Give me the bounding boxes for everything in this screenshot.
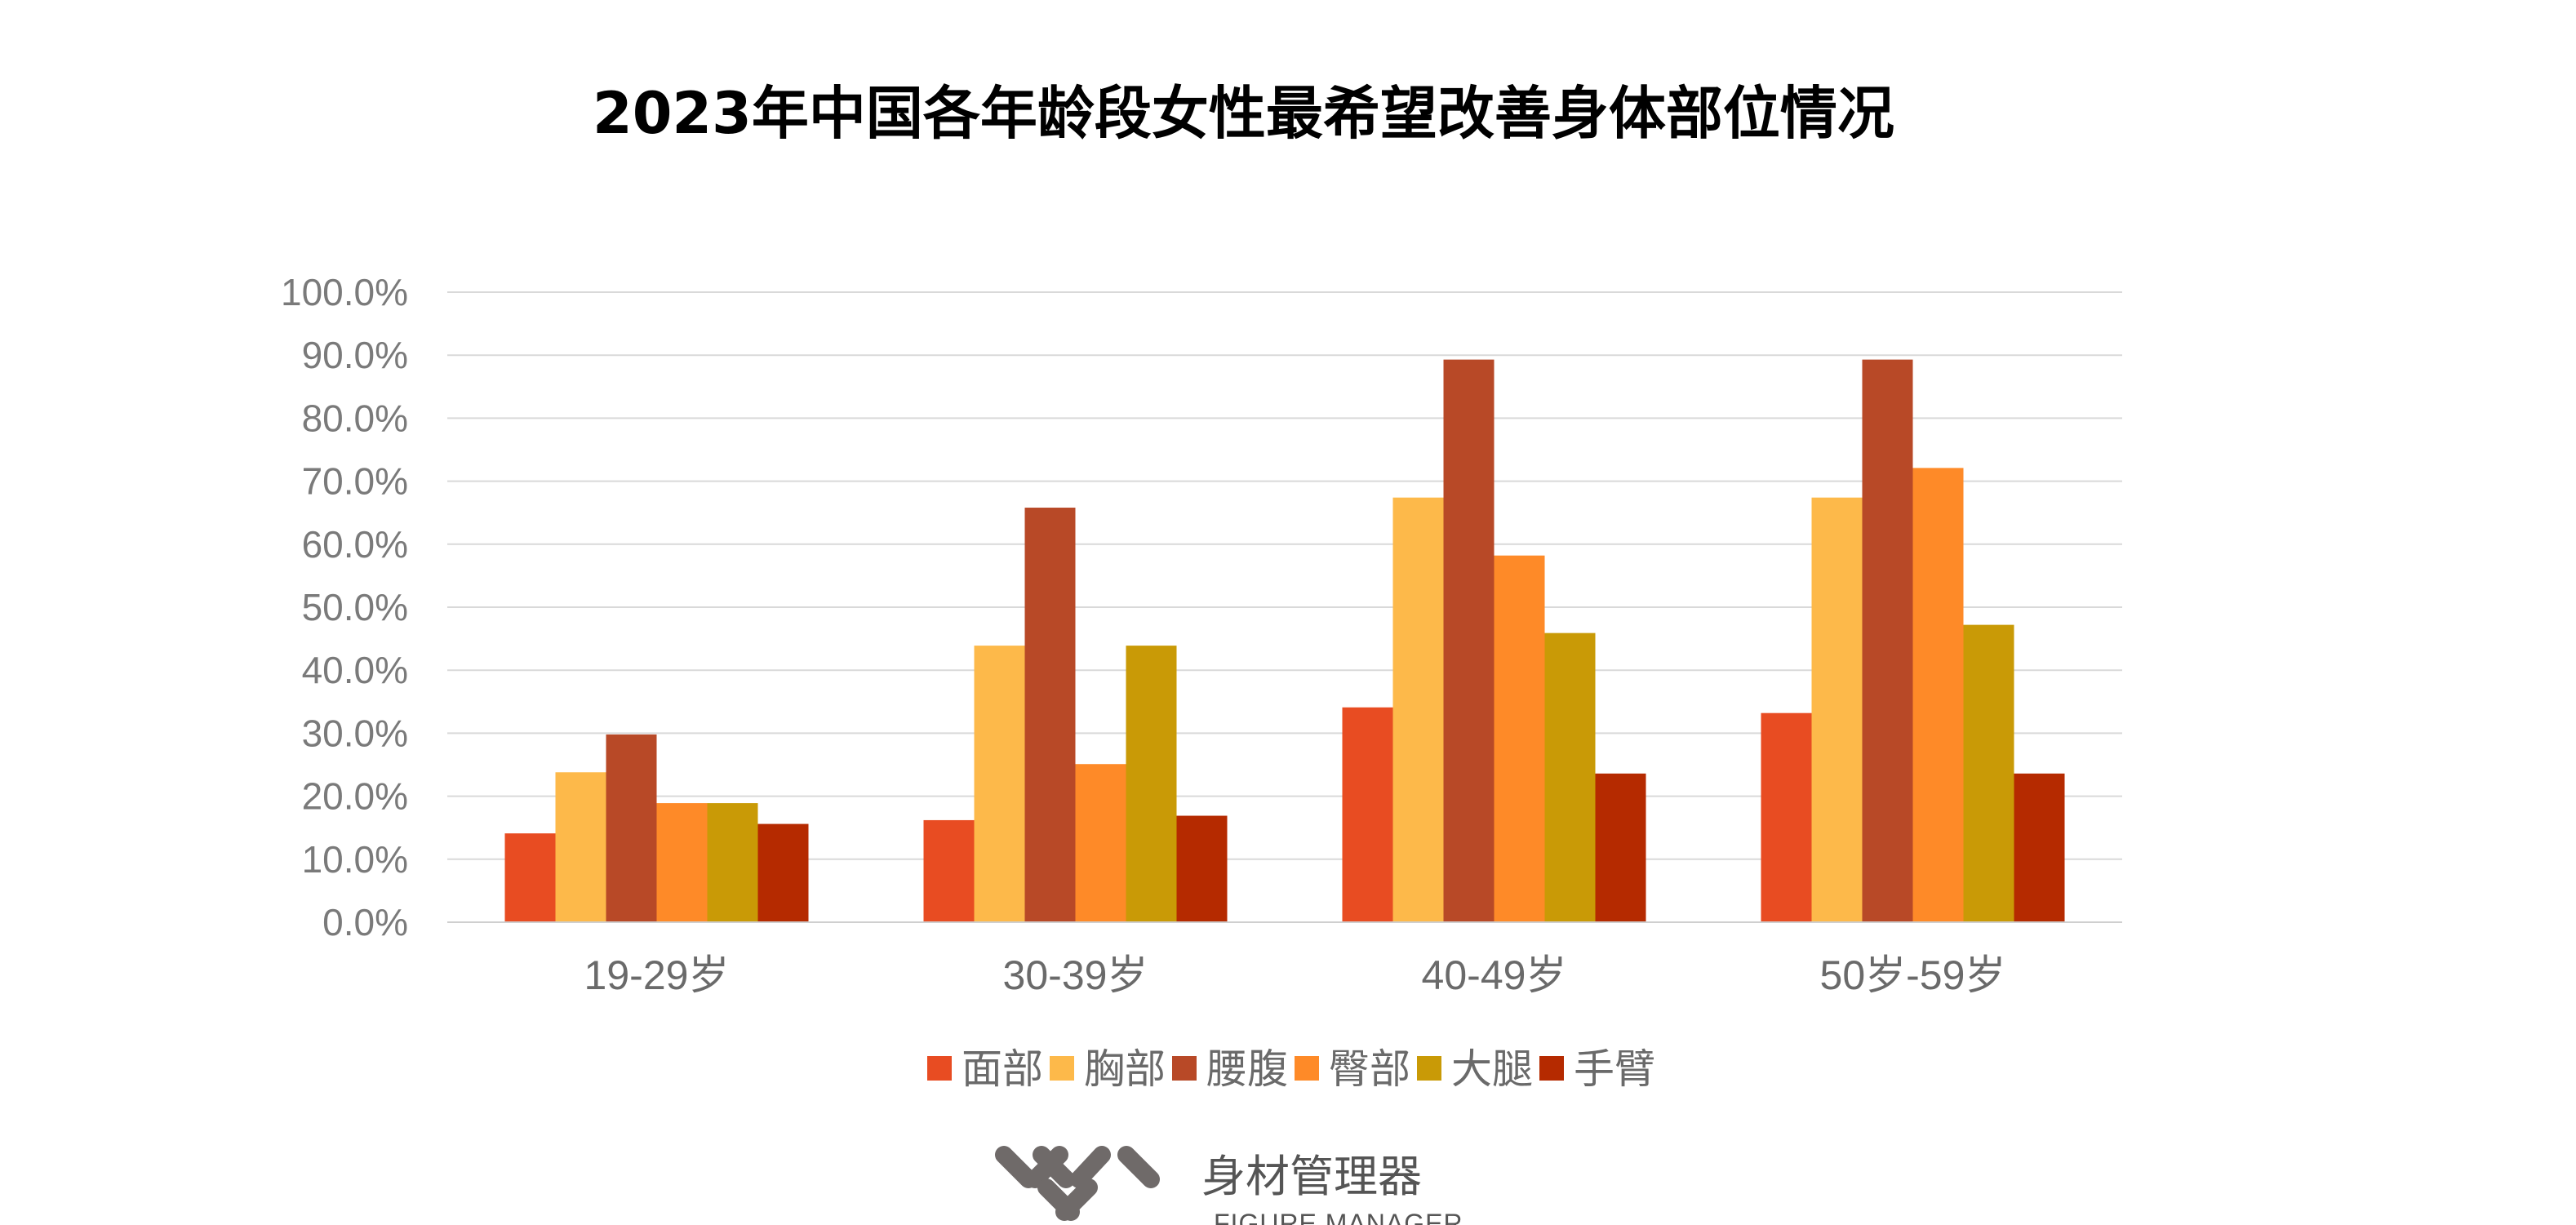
bar — [1494, 555, 1545, 922]
y-tick-label: 40.0% — [302, 649, 408, 691]
bar — [504, 833, 556, 922]
bar — [1862, 359, 1913, 922]
bar — [974, 646, 1025, 922]
bar — [2014, 773, 2065, 922]
bar — [656, 803, 708, 922]
legend-label: 手臂 — [1574, 1046, 1655, 1092]
bar — [757, 823, 809, 922]
bar — [923, 819, 975, 922]
logo-stroke — [995, 1146, 1037, 1188]
bar — [1176, 815, 1228, 922]
legend-swatch — [1172, 1056, 1197, 1081]
bar — [1595, 773, 1646, 922]
bar — [606, 734, 657, 922]
legend-label: 腰腹 — [1206, 1046, 1288, 1092]
y-axis-ticks: 0.0% 10.0% 20.0% 30.0% 40.0% 50.0% 60.0% 70.0% 8… — [281, 271, 408, 943]
legend-swatch — [1295, 1056, 1319, 1081]
y-tick-label: 70.0% — [302, 460, 408, 503]
y-tick-label: 100.0% — [281, 271, 408, 313]
x-axis-categories: 19-29岁 30-39岁 40-49岁 50岁-59岁 — [584, 952, 2006, 998]
legend-swatch — [927, 1056, 952, 1081]
legend-swatch — [1050, 1056, 1074, 1081]
bars — [504, 359, 2065, 922]
bar — [1761, 712, 1812, 922]
y-tick-label: 80.0% — [302, 397, 408, 439]
legend: 面部 胸部 腰腹 臀部 大腿 手臂 — [927, 1046, 1655, 1092]
legend-label: 臀部 — [1329, 1046, 1410, 1092]
legend-swatch — [1417, 1056, 1441, 1081]
y-tick-label: 50.0% — [302, 586, 408, 628]
bar — [1024, 508, 1076, 922]
logo-mark-icon — [995, 1146, 1160, 1221]
bar — [555, 772, 606, 922]
x-category-label: 19-29岁 — [584, 952, 730, 998]
bar — [1544, 632, 1596, 922]
bar — [1075, 764, 1126, 922]
brand-logo: 身材管理器 FIGURE MANAGER — [995, 1146, 1463, 1225]
legend-label: 面部 — [962, 1046, 1043, 1092]
bar — [1912, 468, 1964, 922]
y-tick-label: 60.0% — [302, 523, 408, 566]
logo-stroke — [1033, 1146, 1075, 1188]
bar — [707, 803, 758, 922]
legend-label: 胸部 — [1084, 1046, 1166, 1092]
logo-stroke — [1070, 1146, 1111, 1188]
bar — [1342, 707, 1393, 922]
legend-label: 大腿 — [1451, 1046, 1533, 1092]
bar — [1392, 497, 1444, 922]
legend-swatch — [1539, 1056, 1564, 1081]
logo-stroke — [1117, 1146, 1160, 1188]
bar — [1811, 497, 1863, 922]
x-category-label: 30-39岁 — [1003, 952, 1148, 998]
logo-stroke — [1055, 1178, 1098, 1221]
bar — [1443, 359, 1495, 922]
bar — [1126, 646, 1177, 922]
x-category-label: 50岁-59岁 — [1820, 952, 2006, 998]
bar — [1963, 624, 2014, 922]
x-category-label: 40-49岁 — [1422, 952, 1567, 998]
y-tick-label: 30.0% — [302, 712, 408, 754]
chart-title: 2023年中国各年龄段女性最希望改善身体部位情况 — [593, 80, 1894, 147]
y-tick-label: 90.0% — [302, 334, 408, 376]
gridlines — [447, 291, 2122, 860]
logo-name-cn: 身材管理器 — [1201, 1151, 1422, 1202]
logo-name-en: FIGURE MANAGER — [1214, 1209, 1463, 1225]
y-tick-label: 10.0% — [302, 838, 408, 881]
y-tick-label: 20.0% — [302, 775, 408, 818]
y-tick-label: 0.0% — [322, 901, 408, 943]
